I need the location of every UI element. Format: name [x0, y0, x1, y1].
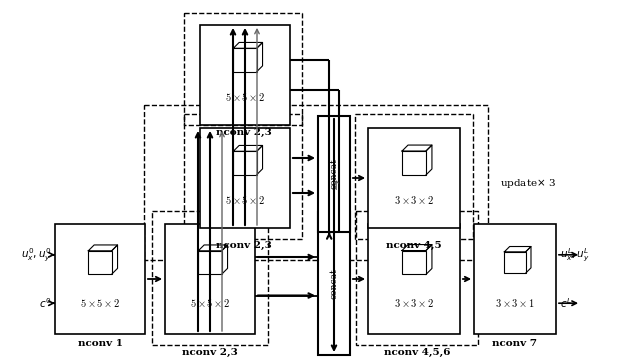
Bar — [318, 212, 350, 355]
Text: nconv 4,5: nconv 4,5 — [386, 241, 442, 250]
Bar — [165, 224, 255, 334]
Bar — [356, 211, 478, 345]
Bar — [55, 224, 145, 334]
Text: $3\times3\times1$: $3\times3\times1$ — [495, 297, 535, 309]
Text: nconv 2,3: nconv 2,3 — [216, 241, 272, 250]
Text: $5\times5\times2$: $5\times5\times2$ — [225, 194, 266, 206]
Bar — [144, 105, 488, 260]
Text: nconv 7: nconv 7 — [493, 339, 538, 348]
Bar — [368, 224, 460, 334]
Text: nconv 1: nconv 1 — [77, 339, 122, 348]
Text: concat: concat — [330, 268, 339, 299]
Bar — [200, 25, 290, 125]
Text: $u_x^L, u_y^L$: $u_x^L, u_y^L$ — [560, 246, 589, 264]
Bar — [355, 114, 473, 239]
Bar — [474, 224, 556, 334]
Text: $c^0$: $c^0$ — [38, 296, 51, 310]
Text: $3\times3\times2$: $3\times3\times2$ — [394, 297, 435, 309]
Text: $5\times5\times2$: $5\times5\times2$ — [225, 91, 266, 103]
Bar — [152, 211, 268, 345]
Text: update$\times$ 3: update$\times$ 3 — [500, 177, 556, 190]
Text: $3\times3\times2$: $3\times3\times2$ — [394, 194, 435, 206]
Bar — [184, 13, 302, 125]
Text: $5\times5\times2$: $5\times5\times2$ — [189, 297, 230, 309]
Text: ↑: ↑ — [331, 180, 341, 193]
Bar — [184, 114, 302, 239]
Text: nconv 4,5,6: nconv 4,5,6 — [384, 348, 451, 357]
Bar — [368, 128, 460, 228]
Text: nconv 2,3: nconv 2,3 — [216, 128, 272, 137]
Text: $c^L$: $c^L$ — [560, 296, 572, 310]
Bar — [318, 116, 350, 232]
Text: $u_x^0, u_y^0$: $u_x^0, u_y^0$ — [20, 246, 51, 264]
Bar — [200, 128, 290, 228]
Text: concat: concat — [330, 159, 339, 190]
Text: nconv 2,3: nconv 2,3 — [182, 348, 238, 357]
Text: $5\times5\times2$: $5\times5\times2$ — [79, 297, 120, 309]
